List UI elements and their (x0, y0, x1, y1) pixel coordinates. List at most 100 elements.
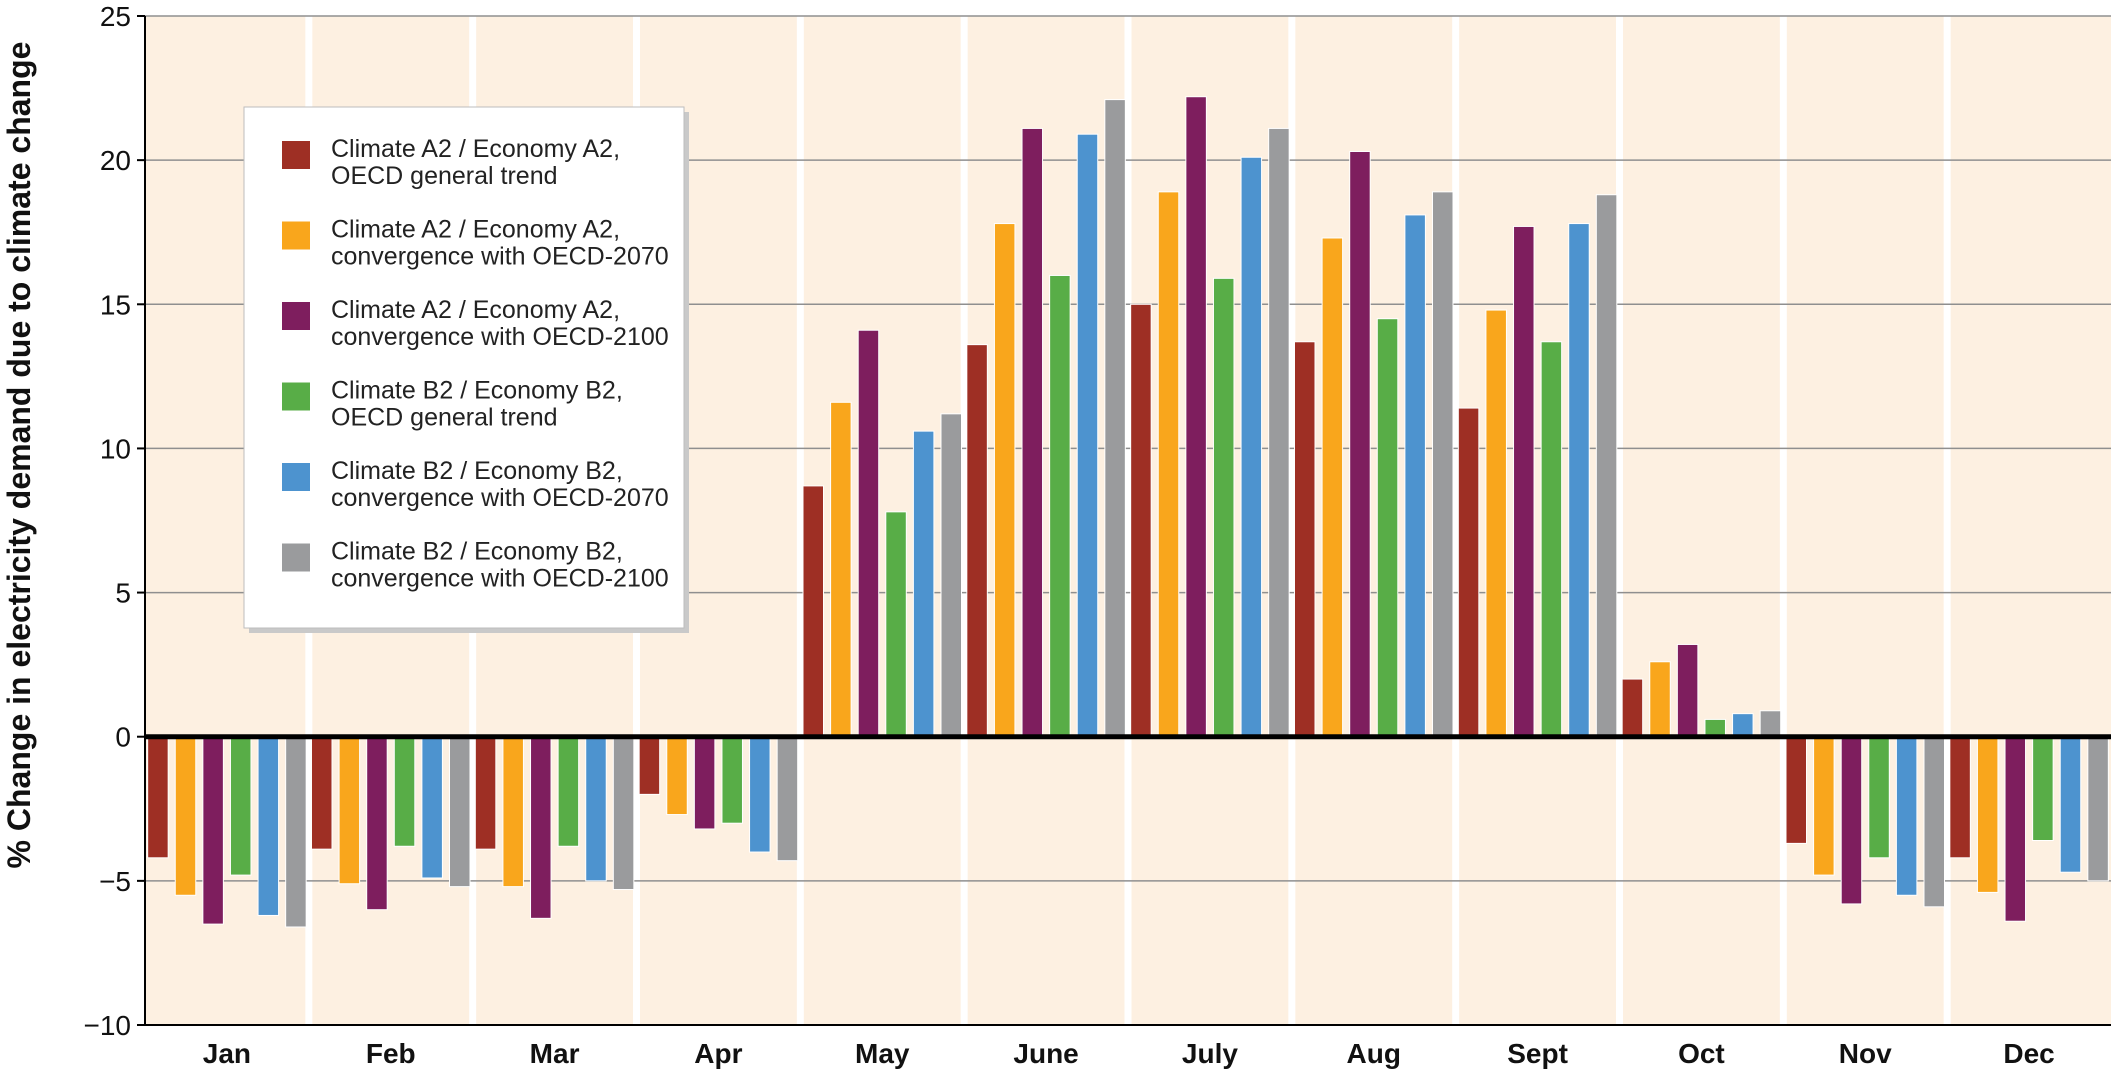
bar-aug-series-5 (1404, 214, 1426, 738)
bar-apr-series-3 (693, 736, 716, 830)
bar-mar-series-4 (557, 736, 580, 847)
bar-feb-series-4 (393, 736, 416, 847)
month-band (1459, 16, 1616, 1025)
bar-jan-series-2 (174, 736, 197, 896)
bar-jan-series-3 (202, 736, 224, 925)
bar-oct-series-3 (1676, 643, 1699, 738)
legend-swatch (282, 141, 310, 169)
bar-sept-series-2 (1485, 309, 1507, 738)
bar-feb-series-1 (311, 736, 333, 850)
bar-feb-series-5 (421, 736, 443, 879)
month-band (1786, 16, 1944, 1025)
bar-july-series-4 (1212, 277, 1235, 738)
x-category-label: Oct (1678, 1038, 1725, 1069)
bar-mar-series-3 (530, 736, 552, 919)
month-band (1295, 16, 1453, 1025)
legend-swatch (282, 221, 310, 250)
x-category-label: Sept (1507, 1038, 1568, 1069)
bar-may-series-6 (940, 413, 962, 738)
bar-aug-series-3 (1349, 150, 1371, 738)
y-axis-label: % Change in electricity demand due to cl… (1, 42, 37, 869)
bar-jan-series-6 (285, 736, 307, 928)
bar-jan-series-1 (147, 736, 169, 859)
bar-jan-series-5 (257, 736, 280, 916)
legend-swatch (282, 543, 310, 572)
bar-aug-series-2 (1321, 237, 1344, 738)
bar-mar-series-1 (474, 736, 497, 850)
y-tick-label: 15 (100, 289, 131, 320)
y-tick-label: 0 (115, 722, 131, 753)
bar-aug-series-6 (1432, 191, 1454, 738)
bar-nov-series-6 (1923, 736, 1945, 908)
month-band (967, 16, 1125, 1025)
bar-apr-series-2 (666, 736, 688, 816)
bar-july-series-1 (1130, 303, 1152, 738)
y-tick-label: −10 (84, 1010, 132, 1041)
bar-jan-series-4 (229, 736, 252, 876)
bar-nov-series-5 (1895, 736, 1918, 896)
x-category-label: June (1013, 1038, 1078, 1069)
y-tick-label: 20 (100, 145, 131, 176)
bar-dec-series-5 (2059, 736, 2082, 873)
bar-june-series-1 (966, 344, 988, 738)
x-category-label: Apr (694, 1038, 742, 1069)
legend-swatch (282, 302, 310, 330)
month-band (803, 16, 961, 1025)
x-category-label: Aug (1347, 1038, 1401, 1069)
bar-apr-series-4 (721, 736, 743, 824)
bar-oct-series-5 (1732, 713, 1754, 738)
bar-may-series-3 (857, 329, 880, 738)
x-category-label: Feb (366, 1038, 416, 1069)
bar-oct-series-4 (1704, 718, 1726, 738)
bar-dec-series-3 (2004, 736, 2027, 922)
month-band (1950, 16, 2111, 1025)
bar-sept-series-5 (1568, 223, 1590, 738)
bar-nov-series-4 (1868, 736, 1890, 859)
bar-oct-series-2 (1649, 661, 1671, 738)
month-band (1131, 16, 1289, 1025)
bar-feb-series-6 (449, 736, 471, 888)
bar-may-series-4 (885, 511, 907, 738)
y-tick-label: 5 (115, 578, 131, 609)
bar-apr-series-1 (638, 736, 661, 795)
bar-apr-series-6 (776, 736, 799, 862)
bar-june-series-5 (1076, 133, 1099, 738)
bar-oct-series-6 (1759, 710, 1782, 738)
legend-entry: Climate B2 / Economy B2, OECD general tre… (331, 377, 623, 432)
bar-nov-series-3 (1840, 736, 1863, 905)
bar-dec-series-4 (2032, 736, 2054, 841)
bar-aug-series-1 (1294, 341, 1316, 738)
legend-entry: Climate A2 / Economy A2, convergence with… (331, 216, 669, 271)
x-category-label: Dec (2003, 1038, 2054, 1069)
legend-entry: Climate A2 / Economy A2, OECD general tre… (331, 135, 620, 190)
bar-july-series-3 (1185, 96, 1207, 738)
bar-sept-series-3 (1513, 225, 1535, 738)
bar-apr-series-5 (749, 736, 771, 853)
bar-june-series-6 (1104, 99, 1126, 738)
legend-swatch (282, 463, 310, 491)
bar-nov-series-2 (1813, 736, 1835, 876)
bar-sept-series-6 (1595, 194, 1618, 738)
bar-june-series-2 (993, 223, 1016, 738)
bar-may-series-1 (802, 485, 824, 738)
x-category-label: July (1182, 1038, 1238, 1069)
legend-swatch (282, 382, 310, 411)
bar-sept-series-1 (1457, 407, 1480, 738)
x-category-labels: Jan Feb Mar Apr May June July Aug Sept Oct Nov Dec (203, 1038, 2055, 1069)
legend-entry: Climate B2 / Economy B2, convergence with… (331, 457, 669, 512)
bar-june-series-3 (1021, 127, 1044, 738)
bar-july-series-5 (1240, 156, 1263, 738)
bar-june-series-4 (1049, 274, 1071, 738)
x-category-label: May (855, 1038, 910, 1069)
bar-aug-series-4 (1376, 318, 1399, 738)
bar-mar-series-6 (612, 736, 635, 891)
bar-sept-series-4 (1540, 341, 1563, 738)
bar-dec-series-1 (1949, 736, 1971, 859)
y-tick-label: −5 (99, 866, 131, 897)
bar-may-series-2 (830, 401, 852, 738)
bar-mar-series-2 (502, 736, 524, 888)
bar-july-series-6 (1268, 127, 1290, 738)
legend-entry: Climate A2 / Economy A2, convergence with… (331, 296, 669, 351)
legend-entry: Climate B2 / Economy B2, convergence with… (331, 538, 669, 593)
